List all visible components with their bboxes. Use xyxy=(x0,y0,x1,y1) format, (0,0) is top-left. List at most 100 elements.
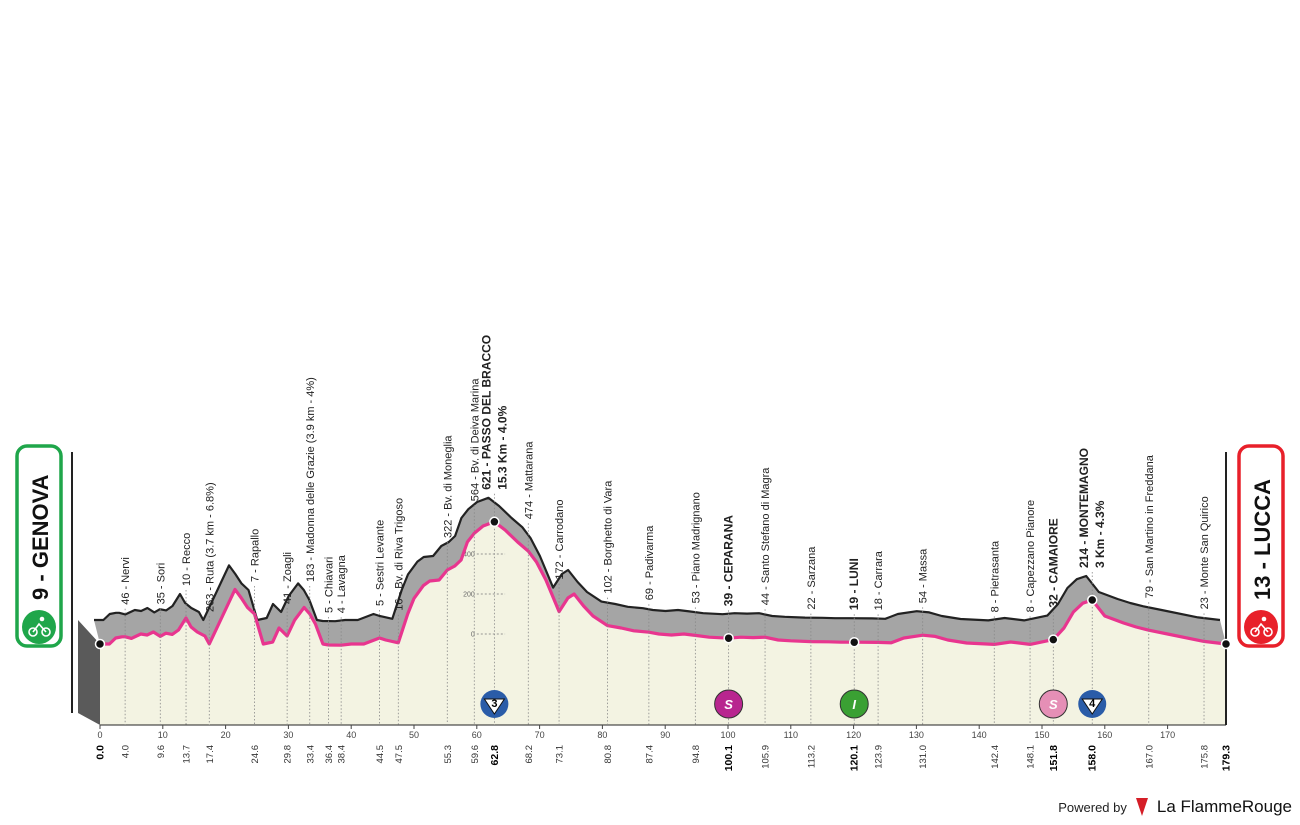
waypoint-label: 69 - Padivarma xyxy=(644,525,656,600)
start-number: 9 xyxy=(28,588,53,600)
alt-tick-label: 400 xyxy=(463,552,475,559)
km-label: 36.4 xyxy=(324,745,335,764)
waypoint-marker xyxy=(848,636,860,648)
waypoint-label: 172 - Carrodano xyxy=(554,499,566,579)
sprint-icon: S xyxy=(1038,689,1068,719)
flame-logo-icon xyxy=(1135,798,1148,816)
waypoint-label: 32 - CAMAIORE xyxy=(1046,518,1060,607)
x-tick-label: 130 xyxy=(909,730,924,740)
start-marker xyxy=(94,638,106,650)
kom-triangle xyxy=(483,698,506,715)
km-label: 167.0 xyxy=(1144,745,1155,769)
km-label: 142.4 xyxy=(990,745,1001,769)
km-label: 59.6 xyxy=(470,745,481,764)
waypoints: 0.0 4.0 46 - Nervi 9.6 35 - Sori 13.7 10 - Rec… xyxy=(95,335,1233,771)
road-profile xyxy=(98,520,1228,726)
waypoint-label: 23 - Monte San Quirico xyxy=(1199,496,1211,609)
waypoint-label: 263 - Ruta (3.7 km - 6.8%) xyxy=(204,482,216,612)
x-tick-label: 90 xyxy=(660,730,670,740)
climb-detail-label: 3 Km - 4.3% xyxy=(1093,500,1107,568)
waypoint-label: 8 - Pietrasanta xyxy=(989,540,1001,612)
km-label: 123.9 xyxy=(874,745,885,769)
waypoint-label: 214 - MONTEMAGNO xyxy=(1077,448,1091,568)
waypoint-label: 53 - Piano Madrignano xyxy=(690,492,702,603)
km-label: 0.0 xyxy=(95,745,107,760)
km-label: 62.8 xyxy=(489,745,501,766)
kom-icon: 3 xyxy=(480,690,509,718)
x-tick-label: 0 xyxy=(97,730,102,740)
waypoint-marker xyxy=(723,632,734,644)
road-line xyxy=(98,520,1228,647)
km-label: 158.0 xyxy=(1087,745,1099,771)
sprint-icon: S xyxy=(714,689,744,719)
km-label: 9.6 xyxy=(156,745,167,758)
km-label: 100.1 xyxy=(723,745,735,771)
alt-tick-label: 0 xyxy=(471,632,475,639)
km-label: 175.8 xyxy=(1200,745,1211,769)
x-tick-label: 120 xyxy=(846,730,861,740)
finish-badge: 13 - LUCCA xyxy=(1237,444,1285,648)
category-icons: 3 S I S 4 xyxy=(480,689,1107,719)
ground-fill xyxy=(100,521,1226,725)
terrain-ridge-line xyxy=(94,496,1221,623)
terrain-fill xyxy=(94,497,1226,646)
km-label: 73.1 xyxy=(555,745,566,764)
cyclist-glyph xyxy=(28,616,51,637)
km-axis: 0 10 20 30 40 50 60 70 80 90 100 110 120 130 140 150 160… xyxy=(97,725,1175,740)
x-tick-label: 80 xyxy=(597,730,607,740)
waypoint-label: 79 - San Martino in Freddana xyxy=(1144,454,1156,598)
cyclist-icon xyxy=(1244,610,1278,644)
waypoint-label: 8 - Capezzano Pianore xyxy=(1025,500,1037,613)
waypoint-label: 22 - Sarzana xyxy=(806,546,818,610)
km-label: 151.8 xyxy=(1048,745,1060,771)
kom-category-label: 3 xyxy=(491,698,497,710)
km-label: 120.1 xyxy=(849,745,861,771)
waypoint-label: 19 - LUNI xyxy=(847,558,861,610)
sprint-label: S xyxy=(724,697,733,712)
km-label: 105.9 xyxy=(761,745,772,769)
sprint-label: I xyxy=(852,697,856,712)
km-label: 24.6 xyxy=(250,745,261,764)
sprint-circle xyxy=(1038,689,1068,719)
km-label: 80.8 xyxy=(603,745,614,764)
climb-detail-label: 15.3 Km - 4.0% xyxy=(495,405,509,489)
waypoint-marker xyxy=(1048,634,1059,645)
finish-number: 13 xyxy=(1250,576,1275,600)
x-tick-label: 170 xyxy=(1160,730,1175,740)
km-label: 131.0 xyxy=(918,745,929,769)
waypoint-label: 102 - Borghetto di Vara xyxy=(602,480,614,594)
altitude-gridlines: 0 200 400 xyxy=(463,552,506,639)
waypoint-label: 5 - Chiavari xyxy=(324,557,336,613)
waypoint-label: 46 - Nervi xyxy=(120,557,132,605)
left-wall xyxy=(78,620,100,725)
waypoint-label: 474 - Mattarana xyxy=(523,441,535,520)
start-badge: 9 - GENOVA xyxy=(15,444,63,648)
finish-marker xyxy=(1220,638,1232,650)
x-tick-label: 100 xyxy=(720,730,735,740)
km-label: 179.3 xyxy=(1221,745,1233,771)
km-label: 33.4 xyxy=(305,745,316,764)
waypoint-label: 5 - Sestri Levante xyxy=(374,520,386,606)
x-tick-label: 10 xyxy=(158,730,168,740)
sprint-circle xyxy=(839,689,869,719)
km-label: 68.2 xyxy=(524,745,535,764)
x-tick-label: 60 xyxy=(472,730,482,740)
km-label: 113.2 xyxy=(806,745,817,768)
cyclist-icon xyxy=(22,610,56,644)
km-label: 44.5 xyxy=(375,745,386,764)
waypoint-label: 183 - Madonna delle Grazie (3.9 km - 4%) xyxy=(305,377,317,582)
km-label: 17.4 xyxy=(205,745,216,764)
x-tick-label: 50 xyxy=(409,730,419,740)
alt-tick-label: 200 xyxy=(463,592,475,599)
finish-town-label: 13 - LUCCA xyxy=(1250,479,1275,600)
km-label: 13.7 xyxy=(182,745,193,764)
x-tick-label: 110 xyxy=(784,730,798,740)
waypoint-label: 18 - Carrara xyxy=(873,550,885,610)
waypoint-label: 41 - Zoagli xyxy=(282,552,294,604)
sprint-label: S xyxy=(1049,697,1058,712)
powered-by-label: Powered by xyxy=(1058,799,1127,815)
cyclist-glyph xyxy=(1250,616,1273,637)
km-label: 55.3 xyxy=(443,745,454,764)
x-tick-label: 150 xyxy=(1034,730,1049,740)
kom-triangle xyxy=(1081,698,1104,715)
